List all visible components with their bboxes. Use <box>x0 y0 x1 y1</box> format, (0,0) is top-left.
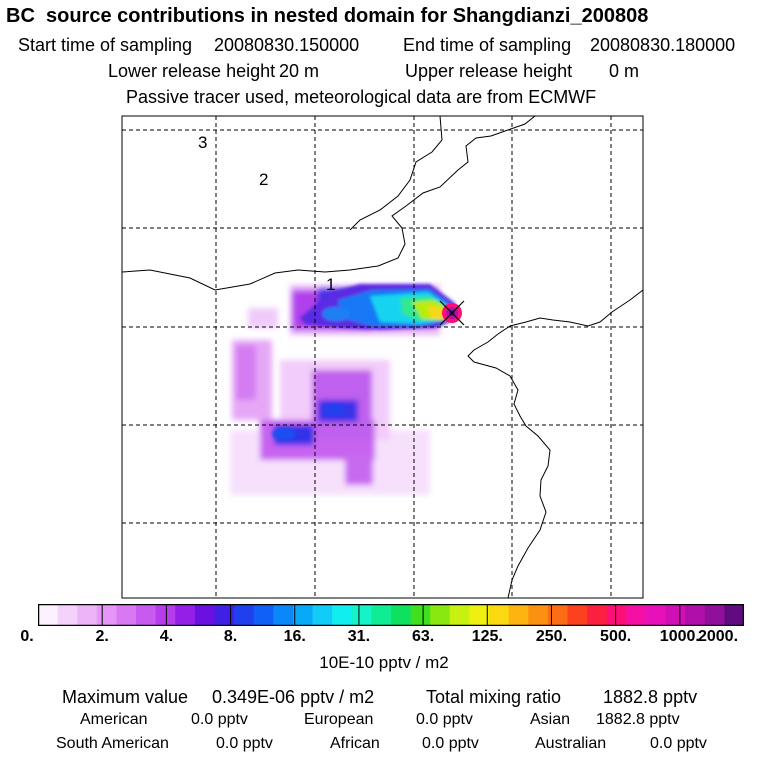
max-value: 0.349E-06 pptv / m2 <box>212 687 375 707</box>
colorbar-segment <box>292 604 314 626</box>
colorbar-segment <box>469 604 490 626</box>
colorbar-ticks: 0. 2. 4. 8. 16. 31. 63. 125. 250. 500. 1000. 2000. <box>0 628 768 648</box>
colorbar-segment <box>175 604 196 626</box>
region-value: 0.0 pptv <box>191 711 248 728</box>
region-value: 0.0 pptv <box>416 711 473 728</box>
colorbar-segment <box>77 604 98 626</box>
region-label-3: 3 <box>198 133 207 152</box>
total-mixing-value: 1882.8 pptv <box>603 687 698 707</box>
colorbar-segment <box>371 604 392 626</box>
region-label-1: 1 <box>326 275 335 294</box>
upper-height-value: 0 m <box>609 61 640 81</box>
colorbar-segment <box>273 604 294 626</box>
region-name: American <box>80 711 148 728</box>
colorbar-segment <box>508 604 529 626</box>
region-name: Asian <box>530 711 571 728</box>
colorbar-tick-label: 31. <box>347 628 371 645</box>
region-name: South American <box>56 735 169 752</box>
map-frame <box>121 115 644 599</box>
colorbar-segment <box>489 604 510 626</box>
colorbar-segment <box>253 604 274 626</box>
colorbar-tick-label: 2000. <box>697 628 739 645</box>
colorbar-segment <box>332 604 353 626</box>
colorbar-tick-label: 2. <box>95 628 109 645</box>
colorbar-tick-label: 8. <box>223 628 238 645</box>
colorbar-segment <box>645 604 667 626</box>
colorbar-segment <box>449 604 470 626</box>
colorbar-segment <box>96 604 117 626</box>
colorbar-segment <box>136 604 157 626</box>
region-label-2: 2 <box>259 170 268 189</box>
region-name: Australian <box>535 735 607 752</box>
tracer-note: Passive tracer used, meteorological data… <box>126 87 597 107</box>
colorbar-segment <box>587 604 608 626</box>
region-name: African <box>330 735 380 752</box>
colorbar-segment <box>724 604 745 626</box>
colorbar-segment <box>234 604 255 626</box>
end-time-value: 20080830.180000 <box>590 35 736 55</box>
coastline <box>122 116 643 598</box>
start-time-label: Start time of sampling <box>18 35 193 55</box>
colorbar-segment <box>430 604 451 626</box>
max-value-label: Maximum value <box>62 687 189 707</box>
colorbar-segment <box>391 604 412 626</box>
colorbar-tick-label: 4. <box>159 628 174 645</box>
colorbar-segment <box>704 604 725 626</box>
chart-title: BC source contributions in nested domain… <box>6 5 649 27</box>
colorbar-segment <box>351 604 372 626</box>
colorbar-segment <box>57 604 78 626</box>
colorbar-segment <box>528 604 549 626</box>
colorbar-segment <box>410 604 431 626</box>
grid-lines <box>122 116 643 598</box>
colorbar-segment <box>155 604 176 626</box>
region-value: 1882.8 pptv <box>596 711 680 728</box>
colorbar-tick-label: 16. <box>283 628 306 645</box>
colorbar-segment <box>626 604 647 626</box>
upper-height-label: Upper release height <box>405 61 573 81</box>
colorbar-tick-label: 63. <box>411 628 435 645</box>
region-value: 0.0 pptv <box>650 735 707 752</box>
end-time-label: End time of sampling <box>403 35 572 55</box>
region-value: 0.0 pptv <box>422 735 479 752</box>
total-mixing-label: Total mixing ratio <box>426 687 562 707</box>
colorbar-segment <box>685 604 706 626</box>
colorbar-frame <box>37 603 745 627</box>
colorbar-segment <box>567 604 588 626</box>
lower-height-label: Lower release height <box>108 61 276 81</box>
region-value: 0.0 pptv <box>216 735 273 752</box>
plume-field <box>230 284 462 495</box>
colorbar-segment <box>312 604 333 626</box>
lower-height-value: 20 m <box>279 61 320 81</box>
colorbar-unit: 10E-10 pptv / m2 <box>319 653 449 672</box>
receptor-marker <box>439 300 465 326</box>
colorbar-segment <box>606 604 627 626</box>
region-name: European <box>304 711 374 728</box>
colorbar-tick-label: 125. <box>471 628 503 645</box>
start-time-value: 20080830.150000 <box>214 35 360 55</box>
colorbar-segment <box>116 604 137 626</box>
colorbar-tick-label: 500. <box>600 628 632 645</box>
colorbar-tick-label: 1000. <box>659 628 700 645</box>
colorbar-segment <box>547 604 568 626</box>
colorbar-tick-label: 0. <box>20 628 34 645</box>
colorbar-tick-label: 250. <box>535 628 568 645</box>
colorbar-segment <box>194 604 215 626</box>
colorbar-segment <box>38 604 59 626</box>
colorbar-segment <box>665 604 686 626</box>
colorbar <box>37 603 745 627</box>
colorbar-segment <box>214 604 235 626</box>
